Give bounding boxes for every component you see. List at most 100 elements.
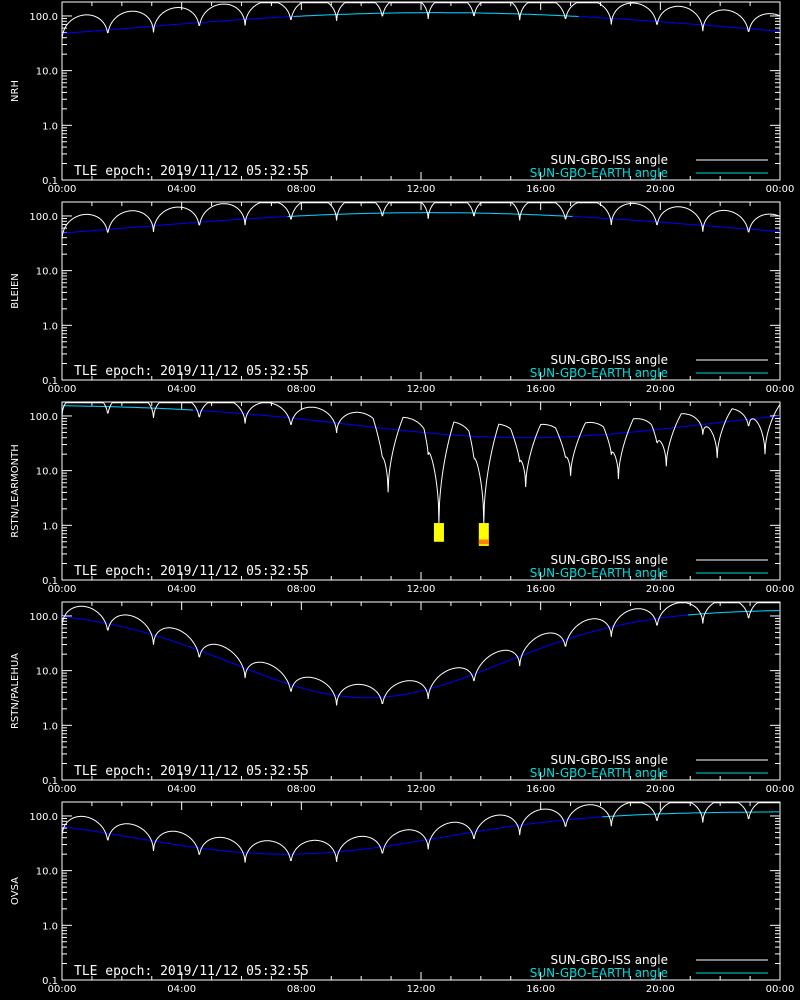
flare-marker xyxy=(478,523,489,546)
y-tick-label: 100.0 xyxy=(29,212,58,223)
tle-epoch-annotation: TLE epoch: 2019/11/12 05:32:55 xyxy=(74,164,309,179)
x-tick-label: 12:00 xyxy=(407,384,436,395)
x-tick-label: 00:00 xyxy=(48,984,77,995)
legend-label-iss: SUN-GBO-ISS angle xyxy=(551,553,668,567)
y-tick-label: 1.0 xyxy=(42,721,58,732)
x-tick-label: 00:00 xyxy=(48,384,77,395)
x-tick-label: 00:00 xyxy=(766,784,795,795)
legend-label-earth: SUN-GBO-EARTH angle xyxy=(530,966,668,980)
tle-epoch-annotation: TLE epoch: 2019/11/12 05:32:55 xyxy=(74,764,309,779)
series-sun-gbo-earth-angle xyxy=(62,212,781,234)
series-sun-gbo-earth-angle-visible xyxy=(62,405,194,411)
y-tick-label: 100.0 xyxy=(29,412,58,423)
x-tick-label: 00:00 xyxy=(48,784,77,795)
flare-marker xyxy=(433,523,444,542)
y-tick-label: 10.0 xyxy=(36,67,58,78)
y-axis-label: BLEIEN xyxy=(10,273,21,309)
x-tick-label: 16:00 xyxy=(526,384,555,395)
x-tick-label: 16:00 xyxy=(526,184,555,195)
series-sun-gbo-earth-angle-visible xyxy=(287,212,573,217)
y-tick-label: 100.0 xyxy=(29,12,58,23)
x-tick-label: 20:00 xyxy=(646,384,675,395)
tle-epoch-annotation: TLE epoch: 2019/11/12 05:32:55 xyxy=(74,364,309,379)
y-tick-label: 0.1 xyxy=(42,176,58,187)
y-tick-label: 0.1 xyxy=(42,376,58,387)
y-tick-label: 1.0 xyxy=(42,921,58,932)
y-axis-label: RSTN/PALEHUA xyxy=(10,653,21,729)
y-axis-label: RSTN/LEARMONTH xyxy=(10,444,21,538)
legend-label-iss: SUN-GBO-ISS angle xyxy=(551,953,668,967)
plot-frame xyxy=(61,201,781,381)
panel-ovsa: 00:00 04:00 08:00 12:00 16:00 20:00 00:000.11.… xyxy=(10,801,795,995)
panel-nrh: 00:00 04:00 08:00 12:00 16:00 20:00 00:000.11.… xyxy=(10,1,795,195)
flare-marker xyxy=(478,539,489,545)
x-tick-label: 04:00 xyxy=(167,384,196,395)
x-tick-label: 04:00 xyxy=(167,584,196,595)
x-tick-label: 20:00 xyxy=(646,984,675,995)
x-tick-label: 04:00 xyxy=(167,784,196,795)
panel-rstn-learmonth: 00:00 04:00 08:00 12:00 16:00 20:00 00:000.11.… xyxy=(10,401,795,595)
x-tick-label: 08:00 xyxy=(287,384,316,395)
x-tick-label: 12:00 xyxy=(407,784,436,795)
y-tick-label: 10.0 xyxy=(36,267,58,278)
series-sun-gbo-iss-angle xyxy=(61,2,781,40)
y-tick-label: 0.1 xyxy=(42,576,58,587)
y-tick-label: 1.0 xyxy=(42,321,58,332)
legend-label-earth: SUN-GBO-EARTH angle xyxy=(530,366,668,380)
legend-label-iss: SUN-GBO-ISS angle xyxy=(551,753,668,767)
y-tick-label: 10.0 xyxy=(36,467,58,478)
x-tick-label: 00:00 xyxy=(766,984,795,995)
x-tick-label: 00:00 xyxy=(766,184,795,195)
y-tick-label: 0.1 xyxy=(42,976,58,987)
y-tick-label: 1.0 xyxy=(42,521,58,532)
x-tick-label: 00:00 xyxy=(48,584,77,595)
legend-label-earth: SUN-GBO-EARTH angle xyxy=(530,166,668,180)
series-sun-gbo-iss-angle xyxy=(61,402,781,524)
legend-label-earth: SUN-GBO-EARTH angle xyxy=(530,766,668,780)
x-tick-label: 16:00 xyxy=(526,984,555,995)
series-sun-gbo-iss-angle xyxy=(61,802,780,863)
x-tick-label: 08:00 xyxy=(287,984,316,995)
x-tick-label: 08:00 xyxy=(287,784,316,795)
series-sun-gbo-earth-angle-visible xyxy=(602,811,780,818)
x-tick-label: 04:00 xyxy=(167,184,196,195)
y-axis-label: NRH xyxy=(10,80,21,102)
legend-label-earth: SUN-GBO-EARTH angle xyxy=(530,566,668,580)
x-tick-label: 20:00 xyxy=(646,184,675,195)
plot-frame xyxy=(61,1,781,181)
legend-label-iss: SUN-GBO-ISS angle xyxy=(551,353,668,367)
y-tick-label: 100.0 xyxy=(29,812,58,823)
y-axis-label: OVSA xyxy=(10,877,21,905)
y-tick-label: 0.1 xyxy=(42,776,58,787)
x-tick-label: 00:00 xyxy=(48,184,77,195)
tle-epoch-annotation: TLE epoch: 2019/11/12 05:32:55 xyxy=(74,564,309,579)
x-tick-label: 00:00 xyxy=(766,384,795,395)
y-tick-label: 10.0 xyxy=(36,667,58,678)
x-tick-label: 16:00 xyxy=(526,584,555,595)
series-sun-gbo-earth-angle xyxy=(61,610,780,699)
x-tick-label: 16:00 xyxy=(526,784,555,795)
x-tick-label: 12:00 xyxy=(407,584,436,595)
legend-label-iss: SUN-GBO-ISS angle xyxy=(551,153,668,167)
panel-bleien: 00:00 04:00 08:00 12:00 16:00 20:00 00:000.11.… xyxy=(10,201,795,395)
x-tick-label: 20:00 xyxy=(646,584,675,595)
x-tick-label: 08:00 xyxy=(287,584,316,595)
series-sun-gbo-earth-angle xyxy=(62,405,780,439)
series-sun-gbo-iss-angle xyxy=(61,602,780,706)
tle-epoch-annotation: TLE epoch: 2019/11/12 05:32:55 xyxy=(74,964,309,979)
x-tick-label: 08:00 xyxy=(287,184,316,195)
series-sun-gbo-earth-angle-visible xyxy=(687,610,780,616)
x-tick-label: 00:00 xyxy=(766,584,795,595)
y-tick-label: 100.0 xyxy=(29,612,58,623)
series-sun-gbo-earth-angle-visible xyxy=(293,12,579,17)
plot-frame xyxy=(61,801,781,981)
x-tick-label: 20:00 xyxy=(646,784,675,795)
x-tick-label: 12:00 xyxy=(407,184,436,195)
series-sun-gbo-iss-angle xyxy=(61,202,781,240)
y-tick-label: 10.0 xyxy=(36,867,58,878)
x-tick-label: 04:00 xyxy=(167,984,196,995)
x-tick-label: 12:00 xyxy=(407,984,436,995)
y-tick-label: 1.0 xyxy=(42,121,58,132)
panel-rstn-palehua: 00:00 04:00 08:00 12:00 16:00 20:00 00:000.11.… xyxy=(10,601,795,795)
